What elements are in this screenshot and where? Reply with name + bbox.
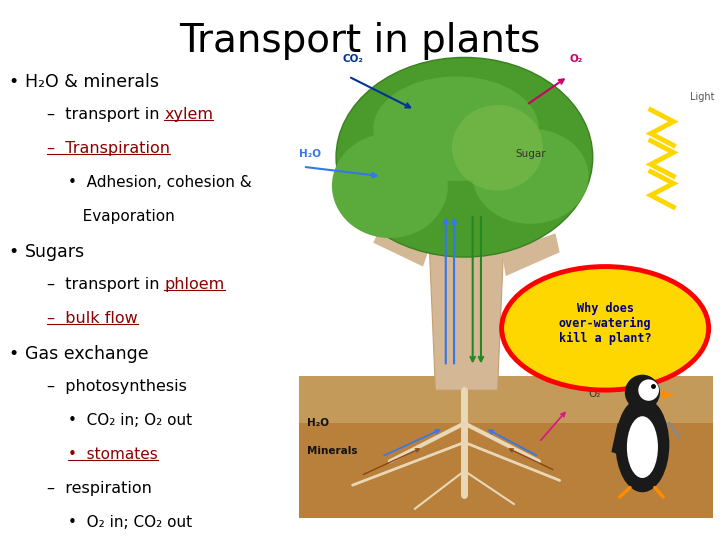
Text: H₂O & minerals: H₂O & minerals xyxy=(25,73,159,91)
Ellipse shape xyxy=(616,397,670,492)
Text: •  O₂ in; CO₂ out: • O₂ in; CO₂ out xyxy=(68,515,192,530)
Text: •  CO₂ in; O₂ out: • CO₂ in; O₂ out xyxy=(68,413,192,428)
Text: •: • xyxy=(9,73,19,91)
Text: •  Adhesion, cohesion &: • Adhesion, cohesion & xyxy=(68,175,252,190)
Polygon shape xyxy=(611,423,626,457)
Ellipse shape xyxy=(625,375,660,410)
Ellipse shape xyxy=(638,380,659,401)
Ellipse shape xyxy=(502,267,708,390)
Text: –  Transpiration: – Transpiration xyxy=(47,141,170,156)
Polygon shape xyxy=(502,233,559,276)
Text: –  bulk flow: – bulk flow xyxy=(47,311,138,326)
Ellipse shape xyxy=(452,105,543,191)
Text: •: • xyxy=(9,345,19,363)
Ellipse shape xyxy=(373,77,539,181)
Text: •: • xyxy=(9,243,19,261)
Ellipse shape xyxy=(336,57,593,257)
Text: Evaporation: Evaporation xyxy=(68,209,175,224)
Text: O₂: O₂ xyxy=(588,389,601,399)
Polygon shape xyxy=(661,391,675,399)
Text: •  stomates: • stomates xyxy=(68,447,158,462)
Text: phloem: phloem xyxy=(164,277,225,292)
Text: xylem: xylem xyxy=(164,107,213,122)
Text: H₂O: H₂O xyxy=(307,418,329,428)
Ellipse shape xyxy=(332,133,448,238)
Text: O₂: O₂ xyxy=(570,54,582,64)
Text: –  transport in: – transport in xyxy=(47,107,164,122)
Text: Gas exchange: Gas exchange xyxy=(25,345,149,363)
Text: –  transport in: – transport in xyxy=(47,277,164,292)
Text: Sugars: Sugars xyxy=(25,243,86,261)
Text: Light: Light xyxy=(690,92,715,102)
Text: Why does
over-watering
kill a plant?: Why does over-watering kill a plant? xyxy=(559,302,652,345)
Text: –  photosynthesis: – photosynthesis xyxy=(47,379,186,394)
Text: CO₂: CO₂ xyxy=(342,54,363,64)
Text: Sugar: Sugar xyxy=(516,149,546,159)
Ellipse shape xyxy=(627,416,658,478)
Text: H₂O: H₂O xyxy=(299,149,321,159)
Text: Minerals: Minerals xyxy=(307,446,358,456)
Polygon shape xyxy=(427,195,505,390)
Text: Transport in plants: Transport in plants xyxy=(179,22,541,59)
Text: –  respiration: – respiration xyxy=(47,481,152,496)
Polygon shape xyxy=(547,352,568,386)
Ellipse shape xyxy=(473,129,589,224)
Polygon shape xyxy=(299,423,713,518)
Polygon shape xyxy=(373,224,431,267)
Polygon shape xyxy=(299,376,713,518)
